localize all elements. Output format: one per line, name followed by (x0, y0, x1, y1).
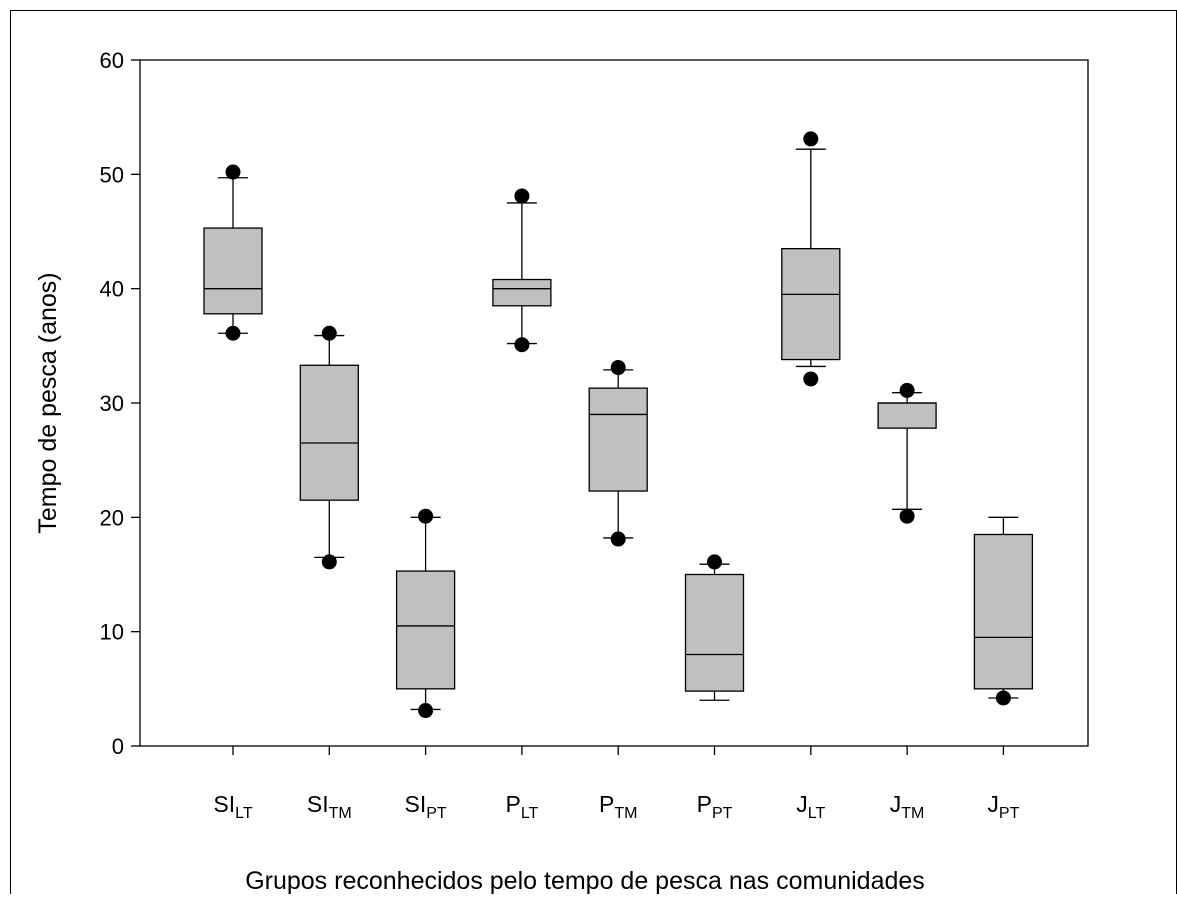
y-axis-label: Tempo de pesca (anos) (34, 272, 62, 533)
outlier-point (321, 554, 337, 570)
x-tick-label: PLT (505, 791, 538, 822)
box-group (492, 188, 552, 353)
x-tick-label: PTM (599, 791, 637, 822)
outlier-point (995, 690, 1011, 706)
box-group (877, 382, 937, 524)
y-tick-label: 0 (112, 734, 124, 759)
x-tick-label: JLT (796, 791, 825, 822)
x-tick-label: JTM (890, 791, 925, 822)
outlier-point (803, 371, 819, 387)
y-tick-label: 60 (100, 48, 124, 73)
x-axis: SILT SITM SIPT PLT PTM PPT JLT JTM JPT (213, 746, 1020, 822)
y-tick-label: 40 (100, 277, 124, 302)
outlier-point (418, 703, 434, 719)
y-tick-label: 30 (100, 391, 124, 416)
box (973, 533, 1034, 690)
x-tick-label: PPT (697, 791, 733, 822)
outlier-point (899, 508, 915, 524)
outlier-point (514, 337, 530, 353)
outlier-point (225, 325, 241, 341)
box (492, 278, 552, 307)
x-tick-label: SIPT (405, 791, 447, 822)
outlier-point (803, 131, 819, 147)
box (877, 402, 937, 429)
outlier-point (899, 382, 915, 398)
x-tick-label: SITM (307, 791, 352, 822)
box-group (588, 360, 648, 547)
box (684, 573, 745, 692)
outlier-point (707, 554, 722, 570)
boxes (203, 131, 1034, 719)
outlier-point (321, 325, 337, 341)
box-group (203, 164, 263, 341)
box-group (781, 131, 841, 387)
x-axis-label: Grupos reconhecidos pelo tempo de pesca … (245, 867, 925, 894)
box-group (973, 516, 1034, 706)
outlier-point (514, 188, 530, 204)
box (781, 247, 841, 361)
outlier-point (610, 531, 626, 547)
box-group (395, 508, 456, 719)
box-group (684, 554, 745, 701)
outlier-point (610, 360, 626, 376)
x-tick-label: JPT (987, 791, 1019, 822)
y-tick-label: 50 (100, 162, 124, 187)
box (203, 227, 263, 315)
x-tick-label: SILT (213, 791, 252, 822)
box-group (299, 325, 359, 570)
outlier-point (418, 508, 434, 524)
y-tick-label: 10 (100, 620, 124, 645)
outlier-point (225, 164, 241, 180)
box (395, 570, 456, 690)
box (299, 364, 359, 501)
y-axis: 0 10 20 30 40 50 60 (100, 48, 140, 759)
y-tick-label: 20 (100, 505, 124, 530)
box (588, 387, 648, 492)
